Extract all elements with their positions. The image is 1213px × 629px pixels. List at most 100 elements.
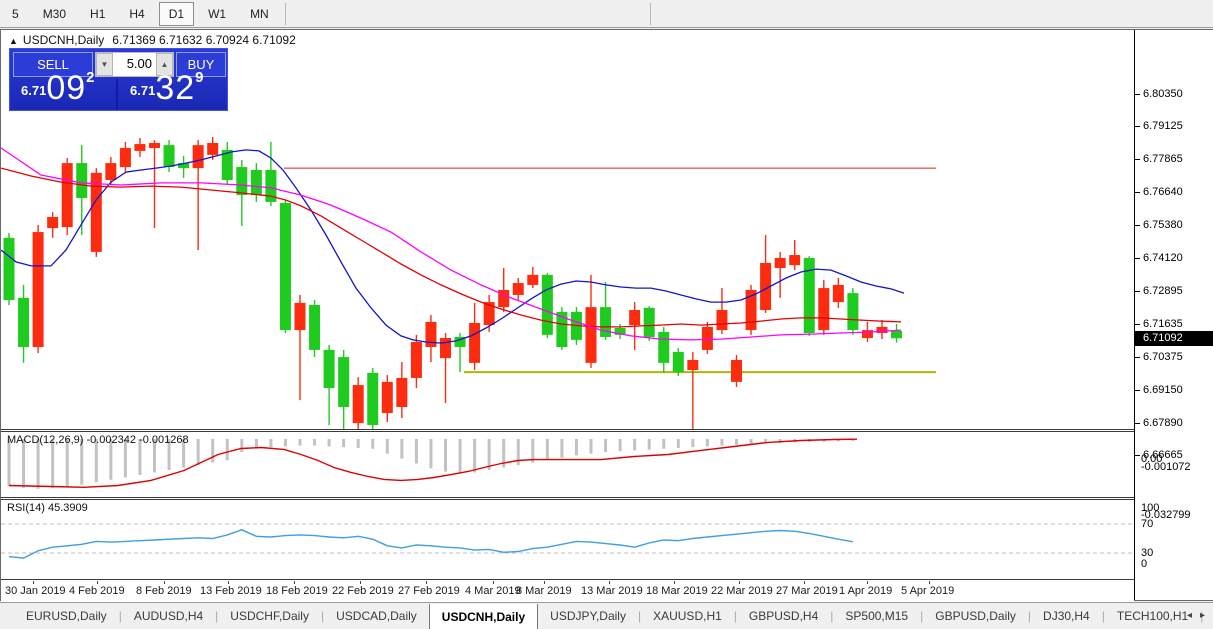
tab-usdcnh-daily[interactable]: USDCNH,Daily (428, 604, 539, 629)
date-label: 13 Feb 2019 (200, 585, 262, 597)
tab-xauusd-h1[interactable]: XAUUSD,H1 (653, 609, 722, 623)
price-tick-label: 6.75380 (1143, 218, 1183, 231)
chart-symbol-label: USDCNH,Daily (22, 33, 105, 47)
date-label: 4 Feb 2019 (69, 585, 125, 597)
rsi-scale-label: 30 (1141, 547, 1154, 559)
tab-usdcad-daily[interactable]: USDCAD,Daily (336, 609, 417, 623)
sell-price-big-digits: 09 (46, 69, 87, 107)
price-tick-label: 6.72895 (1143, 284, 1183, 297)
date-tick-mark (493, 581, 494, 584)
price-scale[interactable]: 6.71092 6.80350 6.79125 6.77865 6.76640 6.75… (1134, 30, 1213, 600)
date-label: 1 Apr 2019 (839, 585, 893, 597)
date-tick-mark (426, 581, 427, 584)
panel-separator[interactable] (1, 497, 1134, 500)
toolbar-separator (649, 2, 651, 25)
tab-dj30-h4[interactable]: DJ30,H4 (1043, 609, 1090, 623)
chart-ohlc-values: 6.71369 6.71632 6.70924 6.71092 (112, 33, 296, 47)
tab-separator: | (920, 609, 924, 623)
date-tick-mark (33, 581, 34, 584)
price-tick-label: 6.74120 (1143, 252, 1183, 265)
tab-scroll-left-icon[interactable]: ◂ (1186, 610, 1192, 621)
timeframe-MN[interactable]: MN (250, 6, 269, 21)
one-click-trading-panel: SELL ▼ 5.00 ▲ BUY 6.71092 6.71329 (9, 48, 228, 111)
date-tick-mark (164, 581, 165, 584)
sell-price-display[interactable]: 6.71092 (13, 69, 118, 110)
tab-usdchf-daily[interactable]: USDCHF,Daily (230, 609, 309, 623)
toolbar-separator (284, 2, 286, 25)
date-tick-mark (609, 581, 610, 584)
rsi-scale-label: 70 (1141, 518, 1154, 530)
price-tick-mark (1135, 455, 1140, 457)
chart-window[interactable]: 30 Jan 2019 4 Feb 2019 8 Feb 2019 13 Feb 20… (0, 29, 1213, 602)
tab-audusd-h4[interactable]: AUDUSD,H4 (133, 609, 204, 623)
collapse-icon[interactable]: ▲ (9, 36, 18, 46)
sell-button[interactable]: SELL (13, 52, 93, 77)
current-price-badge: 6.71092 (1135, 331, 1213, 347)
macd-scale-label: -0.001072 (1141, 461, 1191, 473)
date-label: 8 Mar 2019 (516, 585, 572, 597)
price-tick-mark (1135, 258, 1140, 260)
buy-price-big-digits: 32 (155, 69, 196, 107)
timeframe-5[interactable]: 5 (12, 6, 19, 21)
sell-price-prefix: 6.71 (21, 83, 47, 98)
macd-scale-label: -0.032799 (1141, 509, 1191, 521)
price-tick-label: 6.71635 (1143, 317, 1183, 330)
price-chart-canvas[interactable] (1, 30, 1134, 429)
buy-button[interactable]: BUY (176, 52, 226, 77)
date-label: 22 Mar 2019 (711, 585, 773, 597)
price-tick-mark (1135, 191, 1140, 193)
tab-gbpusd-h4[interactable]: GBPUSD,H4 (748, 609, 819, 623)
price-tick-label: 6.80350 (1143, 87, 1183, 100)
date-tick-mark (544, 581, 545, 584)
timeframe-M30[interactable]: M30 (42, 6, 67, 21)
price-tick-mark (1135, 323, 1140, 325)
volume-increase-button[interactable]: ▲ (156, 53, 173, 76)
panel-separator (1, 579, 1134, 581)
buy-price-display[interactable]: 6.71329 (120, 69, 226, 110)
tab-gbpusd-daily[interactable]: GBPUSD,Daily (935, 609, 1016, 623)
timeframe-W1[interactable]: W1 (208, 6, 227, 21)
macd-chart-canvas[interactable] (1, 432, 1134, 497)
tab-sp500-m15[interactable]: SP500,M15 (845, 609, 909, 623)
price-tick-label: 6.66665 (1143, 449, 1183, 462)
rsi-scale-label: 100 (1141, 502, 1160, 514)
tab-scroll-right-icon[interactable]: ▸ (1199, 610, 1205, 621)
price-tick-label: 6.79125 (1143, 119, 1183, 132)
volume-decrease-button[interactable]: ▼ (96, 53, 113, 76)
tab-separator: | (1101, 609, 1105, 623)
price-tick-label: 6.69150 (1143, 383, 1183, 396)
date-tick-mark (739, 581, 740, 584)
date-tick-mark (867, 581, 868, 584)
tab-separator: | (637, 609, 642, 623)
tab-separator: | (215, 609, 219, 623)
date-label: 27 Mar 2019 (776, 585, 838, 597)
panel-separator[interactable] (1, 429, 1134, 432)
date-tick-mark (929, 581, 930, 584)
tab-tech100-h1[interactable]: TECH100,H1 (1116, 609, 1189, 623)
date-label: 22 Feb 2019 (332, 585, 394, 597)
date-axis[interactable]: 30 Jan 2019 4 Feb 2019 8 Feb 2019 13 Feb 20… (1, 581, 1134, 602)
timeframe-H4[interactable]: H4 (129, 6, 145, 21)
tab-separator: | (118, 609, 122, 623)
volume-stepper: ▼ 5.00 ▲ (95, 52, 174, 77)
macd-label: MACD(12,26,9) -0.002342 -0.001268 (7, 434, 189, 446)
date-label: 27 Feb 2019 (398, 585, 460, 597)
date-label: 18 Mar 2019 (646, 585, 708, 597)
price-tick-mark (1135, 422, 1140, 424)
rsi-chart-canvas[interactable] (1, 500, 1134, 579)
price-tick-label: 6.77865 (1143, 153, 1183, 166)
timeframe-D1[interactable]: D1 (158, 1, 195, 26)
price-tick-mark (1135, 224, 1140, 226)
tab-usdjpy-daily[interactable]: USDJPY,Daily (550, 609, 626, 623)
date-tick-mark (804, 581, 805, 584)
volume-input[interactable]: 5.00 (113, 53, 156, 76)
buy-price-pip-digit: 9 (195, 69, 204, 86)
tab-separator: | (320, 609, 325, 623)
macd-scale-label: 0.00 (1141, 453, 1163, 465)
tab-separator: | (1027, 609, 1032, 623)
timeframe-H1[interactable]: H1 (90, 6, 106, 21)
price-tick-mark (1135, 389, 1140, 391)
price-tick-label: 6.67890 (1143, 416, 1183, 429)
tab-eurusd-daily[interactable]: EURUSD,Daily (26, 609, 107, 623)
date-tick-mark (674, 581, 675, 584)
